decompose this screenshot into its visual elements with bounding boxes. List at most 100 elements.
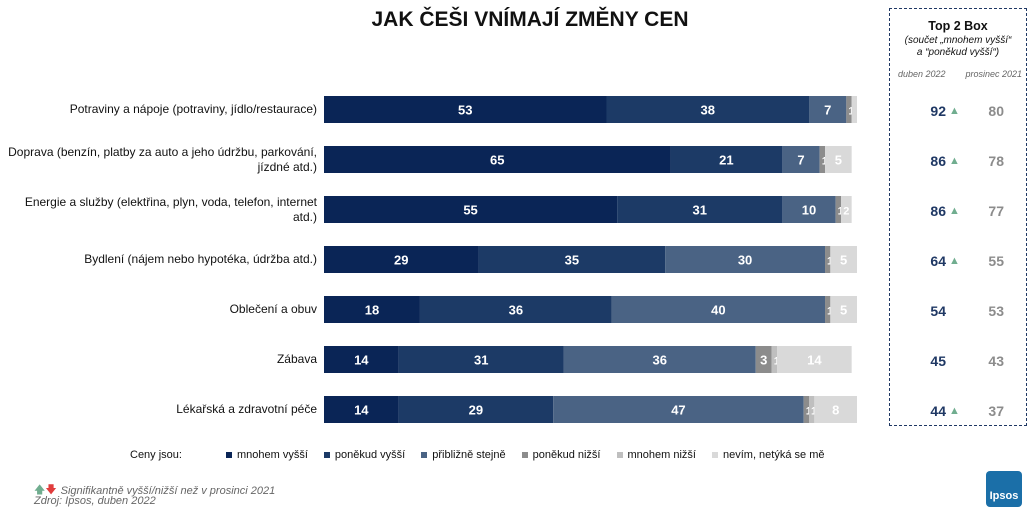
top2box-row: 44 ▲ 37 [890,403,1026,423]
category-label: Zábava [276,352,317,366]
data-label: 38 [701,103,715,118]
legend-swatch [323,452,330,458]
bar-segment [841,196,852,223]
top2box-value-b: 80 [988,102,1004,119]
top2box-row: 54 53 [890,303,1026,323]
top2box-value-a: 64 [930,252,946,269]
data-label: 1 [848,106,854,118]
data-label: 8 [832,403,839,418]
data-label: 35 [565,253,579,268]
bar-segment [825,146,852,173]
bar-segment [835,196,842,223]
source-note: Zdroj: Ipsos, duben 2022 [34,495,156,507]
category-label: Doprava (benzín, platby za auto a jeho ú… [8,144,317,174]
data-label: 1 [811,406,817,418]
legend-label: nevím, netýká se mě [722,449,825,461]
data-label: 30 [738,253,752,268]
bar-segment [809,396,815,423]
data-label: 7 [797,153,804,168]
data-label: 29 [394,253,408,268]
legend-label: poněkud vyšší [334,449,406,461]
category-label: Bydlení (nájem nebo hypotéka, údržba atd… [84,252,317,266]
top2box-value-a: 86 [930,202,946,219]
bar-segment [777,346,852,373]
data-label: 10 [802,203,816,218]
bar-segment [324,296,420,323]
bar-segment [830,246,857,273]
top2box-value-b: 37 [988,402,1004,419]
legend: Ceny jsou: mnohem vyšší poněkud vyšší přib… [130,449,840,461]
legend-swatch [421,452,428,458]
top2box-column-headers: duben 2022 prosinec 2021 [898,69,1022,79]
data-label: 2 [843,206,849,218]
legend-swatch [616,452,623,458]
bar-segment [563,346,756,373]
top2box-value-a: 44 [930,402,946,419]
top2box-value-a: 86 [930,152,946,169]
data-label: 36 [509,303,523,318]
top2box-subtitle-line1: (součet „mnohem vyšší“ [904,35,1012,46]
top2box-value-a: 54 [930,302,946,319]
arrow-up-icon: ▲ [949,254,960,267]
top2box-col-b: prosinec 2021 [965,69,1022,79]
data-label: 18 [365,303,379,318]
data-label: 1 [827,306,833,318]
bar-segment [324,196,618,223]
bar-segment [830,296,857,323]
legend-item: nevím, netýká se mě [711,449,825,461]
chart-title: JAK ČEŠI VNÍMAJÍ ZMĚNY CEN [371,8,689,31]
bar-segment [606,96,810,123]
bar-segment [755,346,772,373]
bar-segment [611,296,826,323]
top2box-value-b: 43 [988,352,1004,369]
bar-segment [814,396,857,423]
top2box-title: Top 2 Box [928,19,988,33]
top2box-value-b: 77 [988,202,1004,219]
data-label: 1 [827,256,833,268]
bar-segment [398,346,564,373]
bar-segment [398,396,554,423]
category-label: Potraviny a nápoje (potraviny, jídlo/res… [69,102,317,116]
top2box-panel: Top 2 Box (součet „mnohem vyšší“ a “poně… [889,8,1027,426]
top2box-row: 45 43 [890,353,1026,373]
data-label: 1 [806,406,812,418]
data-label: 14 [354,353,369,368]
top2box-row: 64 ▲ 55 [890,253,1026,273]
top2box-col-a: duben 2022 [898,69,946,79]
data-label: 40 [711,303,725,318]
top2box-value-b: 55 [988,252,1004,269]
top2box-value-b: 78 [988,152,1004,169]
arrow-up-icon: ▲ [949,404,960,417]
bar-segment [324,246,479,273]
arrow-down-icon: 🡇 [45,484,57,496]
category-label: Lékařská a zdravotní péče [176,402,317,416]
top2box-row: 92 ▲ 80 [890,103,1026,123]
data-label: 36 [653,353,667,368]
bar-segment [819,146,826,173]
arrow-up-icon: ▲ [949,104,960,117]
data-label: 1 [774,356,780,368]
bar-segment [670,146,783,173]
legend-lead: Ceny jsou: [130,449,182,461]
ipsos-logo: Ipsos [986,471,1022,507]
bar-segment [851,96,857,123]
data-label: 14 [354,403,369,418]
data-label: 5 [840,253,847,268]
data-label: 5 [835,153,842,168]
footnote: 🡅 🡇 Signifikantně vyšší/nižší než v prosi… [34,481,275,500]
bar-segment [324,146,671,173]
legend-label: mnohem nižší [627,449,696,461]
bar-segment [553,396,804,423]
data-label: 47 [671,403,685,418]
top2box-value-a: 92 [930,102,946,119]
bar-segment [324,346,399,373]
bar-segment [324,396,399,423]
data-label: 29 [469,403,483,418]
legend-item: mnohem nižší [616,449,696,461]
top2box-subtitle: (součet „mnohem vyšší“ a “poněkud vyšší“… [890,35,1026,59]
bar-segment [782,196,836,223]
bar-segment [809,96,847,123]
legend-label: přibližně stejně [432,449,506,461]
legend-item: poněkud nižší [521,449,601,461]
data-label: 7 [824,103,831,118]
